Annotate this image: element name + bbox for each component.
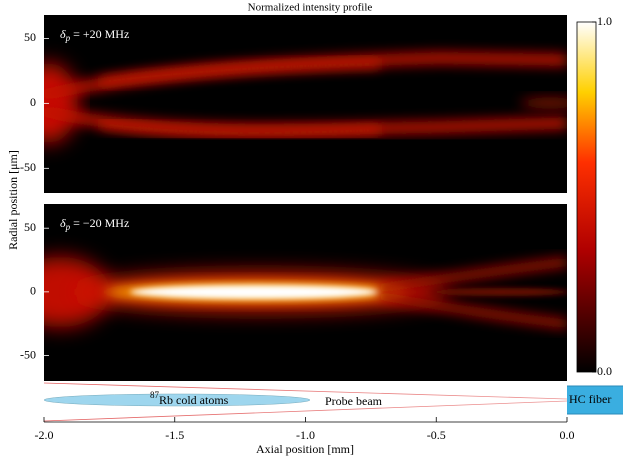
atoms-label: 87Rb cold atoms <box>150 390 229 407</box>
panel-annotation: δp = +20 MHz <box>60 27 129 43</box>
atoms-text: Rb cold atoms <box>159 393 229 407</box>
y-tick-label: 50 <box>24 30 36 44</box>
fiber-label: HC fiber <box>569 392 611 406</box>
annotation-subscript: p <box>65 222 71 232</box>
x-tick-label: -0.5 <box>427 428 446 442</box>
colorbar-tick-label: 0.0 <box>597 364 612 378</box>
colorbar <box>576 21 597 373</box>
y-tick-label: -50 <box>20 347 36 361</box>
panel-annotation: δp = −20 MHz <box>60 216 129 232</box>
x-tick-label: 0.0 <box>560 428 575 442</box>
annotation-symbol: δ <box>60 27 66 41</box>
atoms-isotope: 87 <box>150 390 160 400</box>
x-tick-label: -1.5 <box>165 428 184 442</box>
annotation-subscript: p <box>65 33 71 43</box>
x-tick-label: -1.0 <box>296 428 315 442</box>
y-tick-label: 0 <box>30 95 36 109</box>
heatmap-top <box>44 15 567 193</box>
y-tick-label: 0 <box>30 284 36 298</box>
annotation-text: = +20 MHz <box>70 27 129 41</box>
y-tick-label: -50 <box>20 160 36 174</box>
annotation-symbol: δ <box>60 216 66 230</box>
y-tick-label: 50 <box>24 220 36 234</box>
heatmap-bottom <box>44 204 567 381</box>
chart-title: Normalized intensity profile <box>248 2 373 14</box>
y-axis-label: Radial position [μm] <box>6 150 20 250</box>
colorbar-tick-label: 1.0 <box>597 14 612 28</box>
annotation-text: = −20 MHz <box>70 216 129 230</box>
x-tick-label: -2.0 <box>35 428 54 442</box>
x-axis-label: Axial position [mm] <box>256 442 354 456</box>
setup-diagram: 87Rb cold atoms Probe beam HC fiber <box>43 382 623 422</box>
probe-label: Probe beam <box>325 394 383 408</box>
